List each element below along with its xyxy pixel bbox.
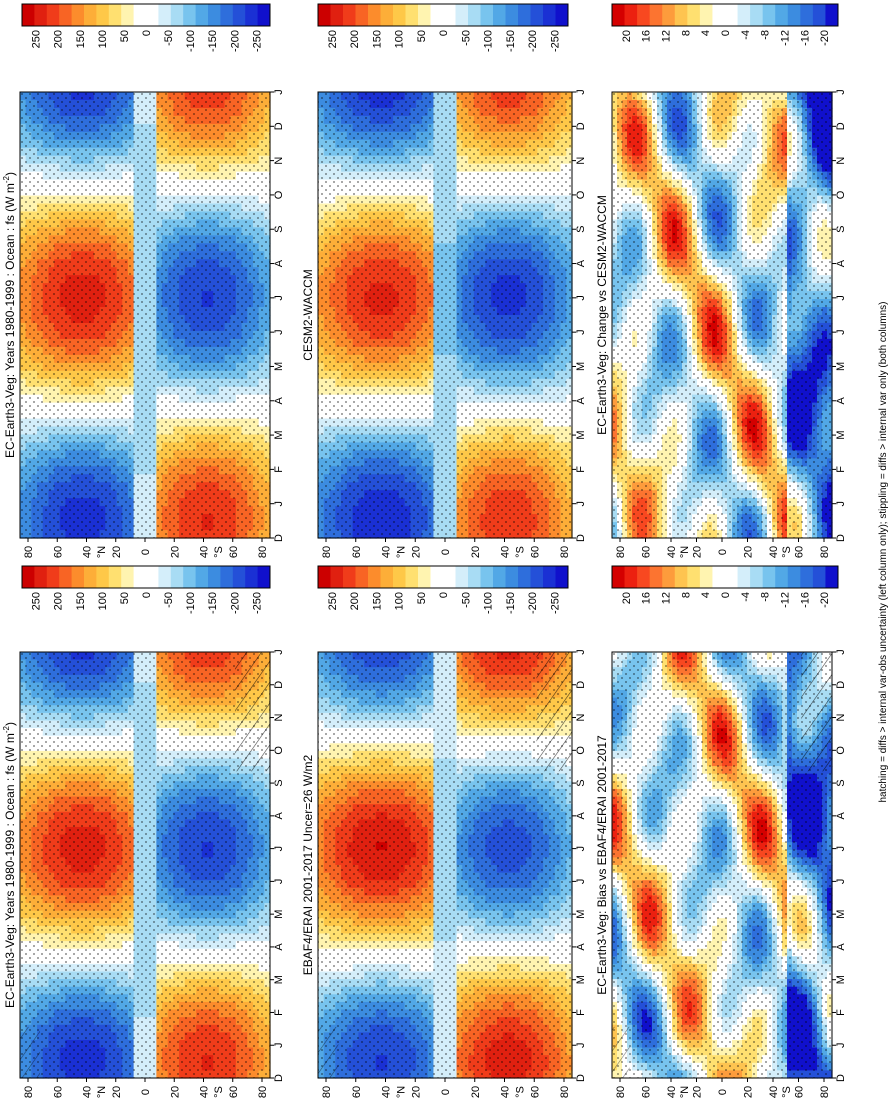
- colorbar-swatch: [121, 566, 134, 588]
- colorbar-label: -150: [207, 592, 219, 614]
- month-tick-label: S: [273, 779, 285, 786]
- colorbar-swatch: [108, 566, 122, 588]
- colorbar-label: 250: [31, 592, 43, 610]
- colorbar-swatch: [195, 566, 209, 588]
- colorbar-p1: 250 200 150 100 50 0 -50 -100 -150 -200 -250: [21, 565, 271, 614]
- lat-hemisphere-label: °S: [213, 1086, 225, 1098]
- panel-p2: 80 60 40 20 0 20 40 60 80°N °SDJFMAMJJASONDJEC-Ea…: [2, 3, 285, 558]
- lat-tick-label: 0: [140, 1089, 152, 1095]
- month-tick-label: O: [273, 746, 285, 755]
- month-tick-label: D: [273, 681, 285, 689]
- month-tick-label: M: [273, 975, 285, 984]
- panel-title: EC-Earth3-Veg: Years 1980-1999 : Ocean :…: [2, 722, 17, 1008]
- colorbar-label: -100: [185, 592, 197, 614]
- colorbar-swatch: [59, 566, 72, 588]
- colorbar-label: -250: [251, 592, 263, 614]
- title-end: ): [3, 722, 17, 726]
- colorbar-swatch: [158, 566, 172, 588]
- colorbar-swatch: [22, 566, 35, 588]
- colorbar-swatch: [146, 566, 159, 588]
- colorbar-swatch: [232, 566, 246, 588]
- lat-tick-label: 60: [228, 1086, 240, 1098]
- colorbar-label: 0: [141, 592, 153, 598]
- month-tick-label: N: [273, 714, 285, 722]
- colorbar-label: -200: [229, 592, 241, 614]
- lat-tick-label: 80: [257, 1086, 269, 1098]
- lat-tick-label: 40: [199, 1086, 211, 1098]
- colorbar-swatch: [183, 566, 196, 588]
- colorbar-swatch: [46, 566, 60, 588]
- colorbar-swatch: [257, 566, 271, 588]
- lat-tick-label: 80: [23, 1086, 35, 1098]
- colorbar-label: 150: [75, 592, 87, 610]
- colorbar-swatch: [133, 566, 147, 588]
- stippling-overlay: [20, 652, 270, 1078]
- colorbar-swatch: [34, 566, 48, 588]
- colorbar-label: 200: [53, 592, 65, 610]
- lat-hemisphere-label: °N: [96, 1086, 108, 1098]
- lat-tick-label: 60: [52, 1086, 64, 1098]
- hatching-overlay: [235, 652, 270, 772]
- colorbar-label: -50: [163, 592, 175, 608]
- colorbar-label: 50: [119, 592, 131, 604]
- month-tick-label: D: [273, 1074, 285, 1082]
- colorbar-swatch: [208, 566, 221, 588]
- month-tick-label: J: [273, 1042, 285, 1048]
- colorbar-swatch: [96, 566, 110, 588]
- month-tick-label: F: [273, 1009, 285, 1016]
- colorbar-swatch: [170, 566, 184, 588]
- month-tick-label: M: [273, 910, 285, 919]
- colorbar-swatch: [220, 566, 234, 588]
- hatching-overlay: [20, 1026, 40, 1078]
- month-tick-label: J: [273, 649, 285, 655]
- colorbar-swatch: [71, 566, 85, 588]
- colorbar-label: 100: [97, 592, 109, 610]
- panel-p1: 80 60 40 20 0 20 40 60 80°N °SDJFMAMJJASONDJEC-Ea…: [2, 565, 285, 1098]
- colorbar-swatch: [245, 566, 258, 588]
- colorbar-swatch: [84, 566, 97, 588]
- month-tick-label: J: [273, 879, 285, 885]
- lat-tick-label: 20: [111, 1086, 123, 1098]
- month-tick-label: J: [273, 846, 285, 852]
- month-tick-label: A: [273, 943, 285, 951]
- month-tick-label: A: [273, 812, 285, 820]
- lat-tick-label: 20: [169, 1086, 181, 1098]
- lat-tick-label: 40: [82, 1086, 94, 1098]
